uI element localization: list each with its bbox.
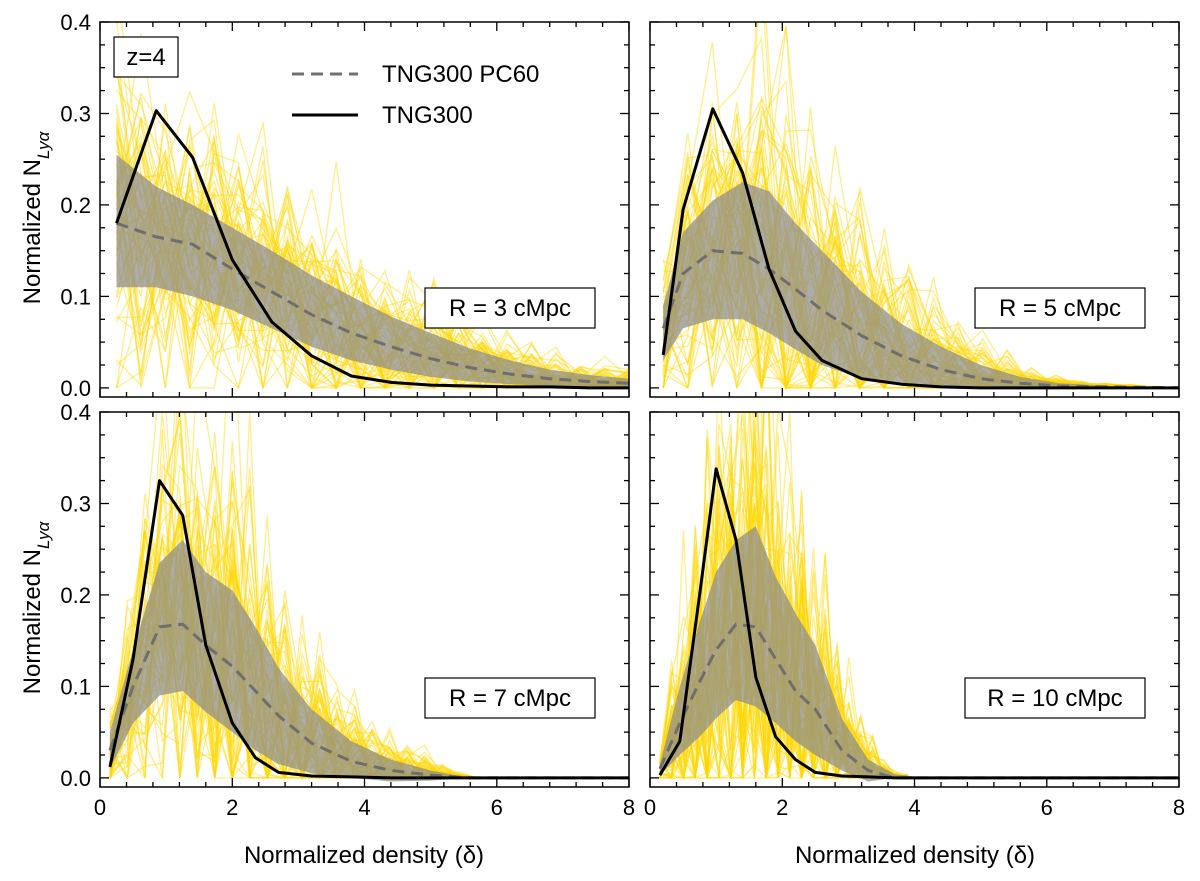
ticks-r3 [99, 21, 630, 397]
pc60-band-r7 [109, 540, 629, 782]
radius-label-box-r7 [424, 677, 596, 719]
y-tick-label: 0.0 [60, 376, 91, 401]
ticks-r7 [99, 411, 630, 787]
y-tick-label: 0.1 [60, 674, 91, 699]
plot-area-r7 [108, 412, 629, 782]
radius-label-box-r10 [964, 677, 1146, 719]
legend-label-pc60: TNG300 PC60 [382, 61, 539, 88]
x-tick-label: 4 [358, 795, 370, 820]
realization-line [109, 419, 478, 780]
y-tick-label: 0.3 [60, 492, 91, 517]
x-tick-label: 6 [491, 795, 503, 820]
tng300-line-r3 [115, 109, 629, 390]
y-tick-label: 0.3 [60, 102, 91, 127]
pc60-band-r3 [116, 154, 629, 388]
radius-label-box-r5 [974, 287, 1146, 329]
panel-r10: 0 2 4 6 8 R = 10 cMpc [644, 411, 1185, 820]
x-tick-label: 8 [1173, 795, 1185, 820]
ticks-r5 [649, 21, 1180, 397]
y-axis-label-top: Normalized NLyα [19, 130, 53, 304]
panel-r7: 0.0 0.1 0.2 0.3 0.4 0 2 4 6 8 R = 7 cMpc [60, 400, 635, 820]
pc60-line-r10 [658, 622, 1179, 780]
x-tick-label: 2 [776, 795, 788, 820]
y-tick-label: 0.4 [60, 10, 91, 35]
pc60-line-r5 [661, 249, 1179, 390]
x-tick-label: 0 [94, 795, 106, 820]
panel-r3: 0.0 0.1 0.2 0.3 0.4 R = 3 cMpc [60, 10, 630, 401]
y-tick-label: 0.0 [60, 766, 91, 791]
x-axis-label-right: Normalized density (δ) [795, 842, 1035, 869]
x-axis-label-left: Normalized density (δ) [244, 842, 484, 869]
tng300-line-r10 [658, 467, 1179, 780]
y-tick-label: 0.4 [60, 400, 91, 425]
radius-label-box-r3 [424, 287, 596, 329]
x-tick-label: 4 [908, 795, 920, 820]
redshift-label: z=4 [113, 36, 179, 78]
radius-label-r5: R = 5 cMpc [999, 295, 1121, 322]
redshift-label-text: z=4 [126, 44, 165, 71]
ticks-r10 [649, 411, 1180, 787]
pc60-line-r3 [116, 221, 629, 385]
panel-r5: R = 5 cMpc [649, 21, 1180, 398]
radius-label-r3: R = 3 cMpc [449, 295, 571, 322]
pc60-band-r10 [659, 526, 1179, 782]
tng300-line-r5 [661, 107, 1179, 390]
y-axis-label-bottom: Normalized NLyα [19, 520, 53, 694]
legend-label-full: TNG300 [382, 102, 473, 129]
x-tick-label: 8 [623, 795, 635, 820]
y-tick-label: 0.2 [60, 583, 91, 608]
x-tick-label: 2 [226, 795, 238, 820]
x-tick-label: 0 [644, 795, 656, 820]
pc60-band-r5 [663, 182, 1179, 388]
tng300-line-r7 [108, 479, 629, 780]
redshift-label-box [113, 36, 179, 78]
radius-label-r7: R = 7 cMpc [449, 685, 571, 712]
y-tick-label: 0.2 [60, 193, 91, 218]
plot-area-r3 [115, 22, 629, 391]
plot-area-r5 [661, 22, 1179, 391]
legend: TNG300 PC60 TNG300 [292, 61, 539, 129]
realization-line [662, 22, 1179, 389]
x-tick-label: 6 [1041, 795, 1053, 820]
plot-area-r10 [658, 412, 1179, 782]
radius-label-r10: R = 10 cMpc [987, 685, 1122, 712]
y-tick-label: 0.1 [60, 284, 91, 309]
